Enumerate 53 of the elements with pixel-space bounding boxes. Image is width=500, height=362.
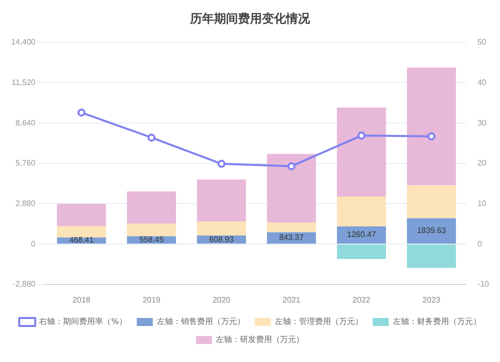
legend-label: 左轴：管理费用（万元） <box>274 317 363 326</box>
y2-tick-label: 50 <box>477 38 487 47</box>
x-tick-label: 2019 <box>142 295 161 304</box>
x-tick-label: 2022 <box>352 295 371 304</box>
y2-tick-label: 10 <box>477 198 487 208</box>
data-label: 1260.47 <box>346 230 376 240</box>
bar <box>196 180 246 222</box>
bar <box>126 191 176 224</box>
bar <box>196 222 246 236</box>
bar <box>266 222 316 232</box>
point <box>427 132 436 140</box>
x-tick-label: 2021 <box>282 295 301 304</box>
bar <box>406 218 456 244</box>
y-tick-label: 14,400 <box>11 38 36 47</box>
y-tick-label: -2,880 <box>12 280 36 289</box>
y-tick-label: 11,520 <box>12 78 36 87</box>
x-tick-label: 2023 <box>422 295 441 304</box>
y2-tick-label: -10 <box>477 280 490 289</box>
bar <box>56 226 106 238</box>
legend-label: 左轴：销售费用（万元） <box>156 317 245 326</box>
point <box>147 134 156 142</box>
bar <box>406 244 456 268</box>
bar <box>126 224 176 236</box>
bar <box>266 154 316 222</box>
y2-tick-label: 30 <box>477 118 487 128</box>
data-label: 468.41 <box>69 236 94 245</box>
bar <box>406 67 456 186</box>
point <box>217 160 226 168</box>
bar <box>336 244 386 260</box>
y-tick-label: 0 <box>31 239 36 248</box>
legend-label: 右轴：期间费用率（%） <box>39 317 127 326</box>
x-tick-label: 2020 <box>212 295 231 304</box>
bar <box>336 108 386 196</box>
data-label: 558.45 <box>139 235 164 244</box>
point <box>77 108 86 117</box>
legend-label: 左轴：财务费用（万元） <box>392 317 481 326</box>
legend-label: 左轴：研发费用（万元） <box>216 335 304 344</box>
bar <box>406 185 456 218</box>
bar <box>336 196 386 226</box>
data-label: 608.93 <box>209 234 234 244</box>
point <box>357 132 366 140</box>
y2-tick-label: 20 <box>477 158 487 168</box>
y-tick-label: 2,880 <box>15 198 36 208</box>
bar <box>56 204 106 226</box>
chart-title: 历年期间费用变化情况 <box>189 11 311 26</box>
point <box>287 162 296 170</box>
data-label: 1839.63 <box>416 226 446 236</box>
y2-tick-label: 0 <box>477 239 482 248</box>
data-label: 843.37 <box>279 233 304 242</box>
x-tick-label: 2018 <box>72 295 91 304</box>
y2-tick-label: 40 <box>477 78 487 87</box>
y-tick-label: 8,640 <box>15 118 36 128</box>
y-tick-label: 5,760 <box>15 158 36 168</box>
